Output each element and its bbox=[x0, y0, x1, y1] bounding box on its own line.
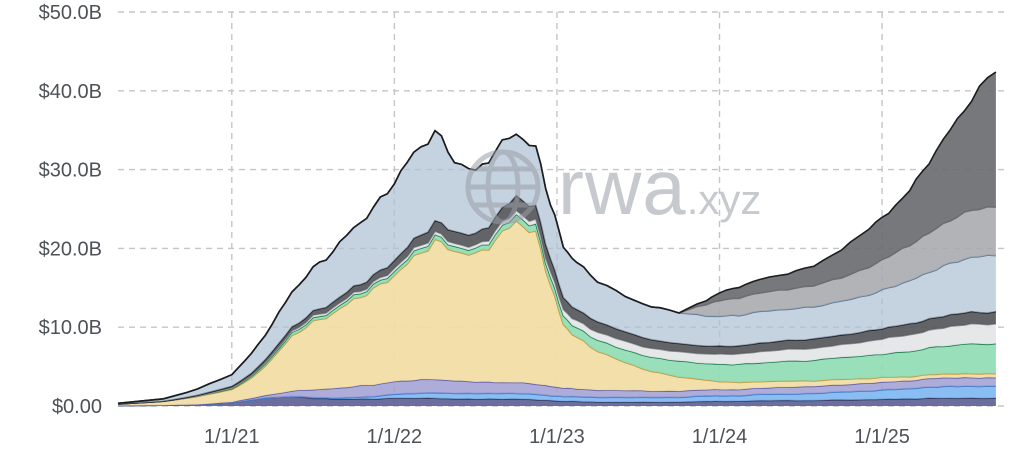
y-axis-tick-label: $20.0B bbox=[39, 238, 102, 260]
area-light-blue-band bbox=[118, 386, 996, 406]
x-axis-tick-label: 1/1/22 bbox=[367, 426, 423, 448]
x-axis-tick-label: 1/1/25 bbox=[854, 426, 910, 448]
area-light-gray-band bbox=[118, 210, 996, 404]
y-axis-tick-label: $40.0B bbox=[39, 81, 102, 103]
x-axis-tick-label: 1/1/21 bbox=[204, 426, 260, 448]
x-axis-tick-label: 1/1/24 bbox=[692, 426, 748, 448]
y-axis-tick-label: $30.0B bbox=[39, 160, 102, 182]
y-axis-tick-label: $0.00 bbox=[52, 396, 102, 418]
area-steel-blue-band bbox=[118, 130, 996, 404]
area-purple-band bbox=[118, 377, 996, 406]
y-axis-tick-label: $50.0B bbox=[39, 2, 102, 24]
area-gold-band bbox=[118, 220, 996, 406]
edge-dark-charcoal-band bbox=[117, 71, 997, 405]
x-axis-tick-label: 1/1/23 bbox=[529, 426, 585, 448]
y-axis-tick-label: $10.0B bbox=[39, 317, 102, 339]
